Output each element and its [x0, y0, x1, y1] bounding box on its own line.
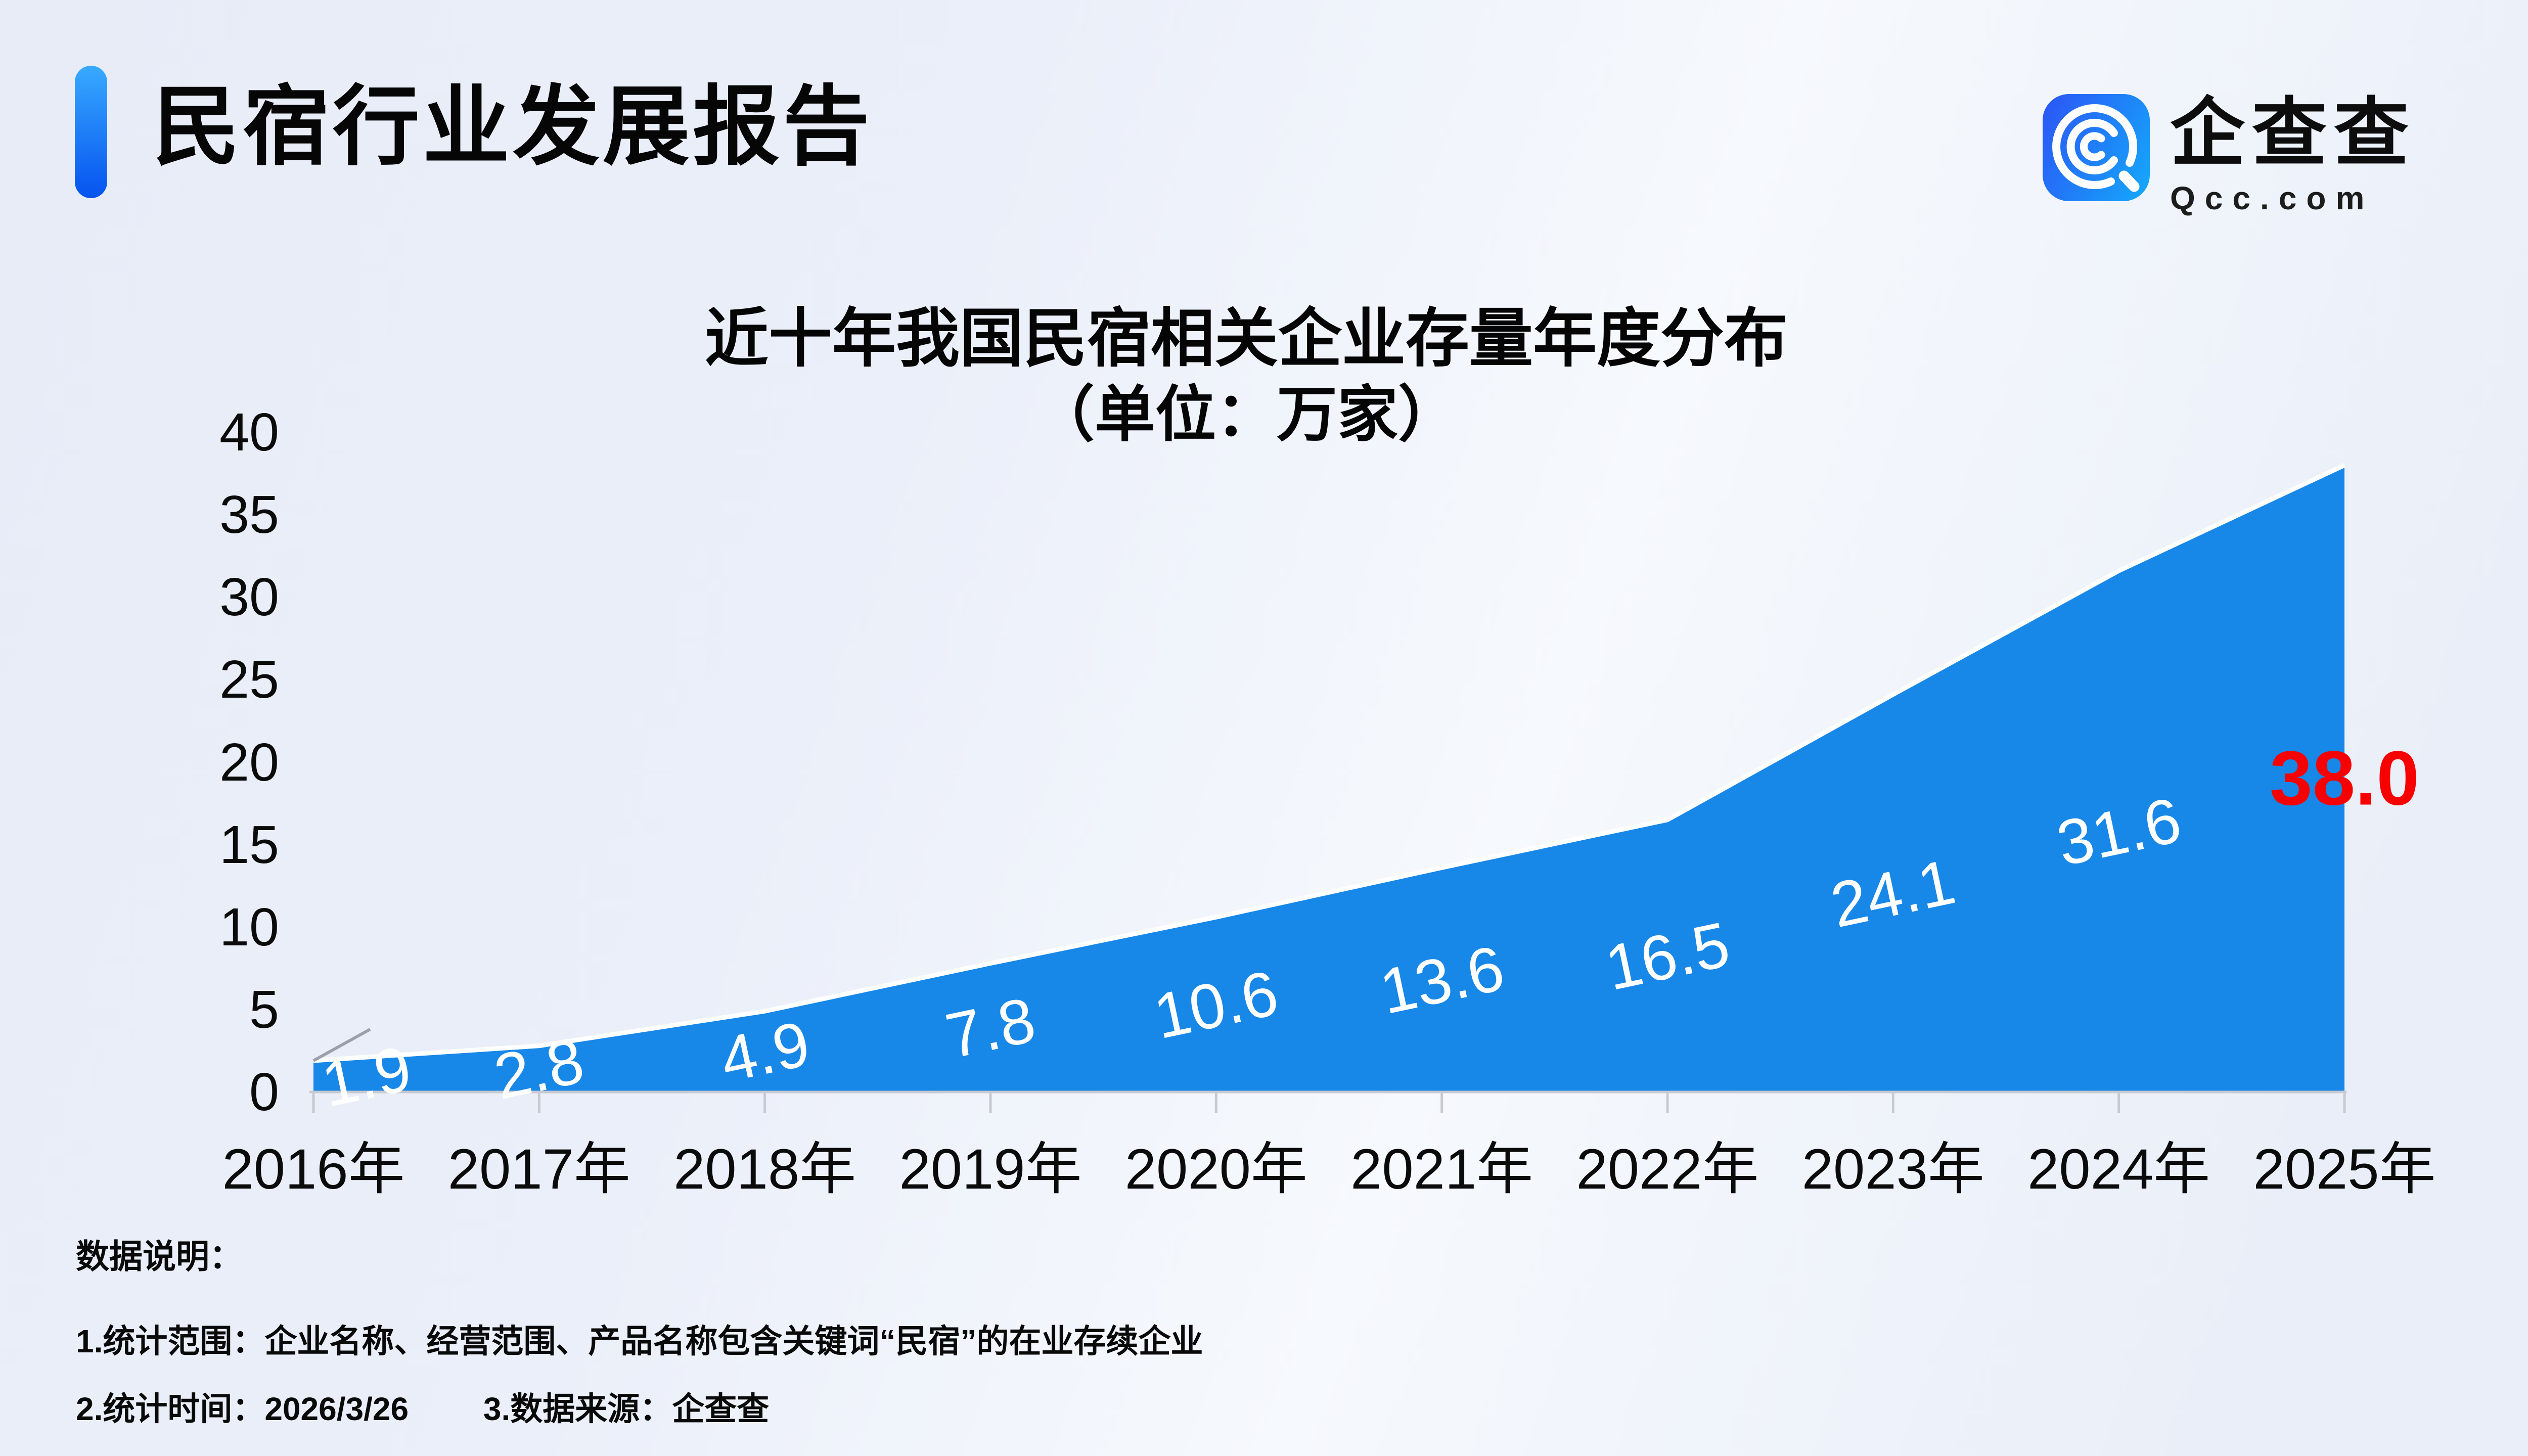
qcc-logo: 企查查 Qcc.com: [2043, 94, 2416, 217]
x-axis-label: 2021年: [1350, 1138, 1533, 1201]
logo-brand-name: 企查查: [2170, 92, 2416, 175]
note-statistics-scope: 1.统计范围：企业名称、经营范围、产品名称包含关键词“民宿”的在业存续企业: [76, 1323, 1203, 1359]
x-axis-label: 2025年: [2253, 1138, 2436, 1201]
y-axis-label: 20: [219, 732, 279, 792]
note-statistics-time: 2.统计时间：2026/3/26: [76, 1391, 409, 1427]
y-axis-label: 30: [219, 567, 279, 627]
area-series-line: [313, 463, 2345, 1063]
y-axis-label: 0: [249, 1062, 279, 1122]
y-axis-label: 35: [219, 485, 279, 545]
area-series-fill: [313, 465, 2344, 1092]
y-axis-label: 25: [219, 650, 279, 710]
qcc-logo-icon: [2043, 94, 2150, 201]
x-axis-label: 2016年: [222, 1138, 405, 1201]
x-axis-label: 2020年: [1124, 1138, 1307, 1201]
note-data-source: 3.数据来源：企查查: [483, 1391, 770, 1427]
value-label-latest: 38.0: [2270, 735, 2419, 822]
y-axis-label: 10: [219, 897, 279, 957]
x-axis-label: 2024年: [2027, 1138, 2210, 1201]
notes-heading: 数据说明：: [76, 1238, 243, 1275]
first-point-leader-line: [312, 1028, 371, 1062]
chart-title: 近十年我国民宿相关企业存量年度分布: [705, 303, 1788, 374]
x-axis-label: 2019年: [899, 1138, 1082, 1201]
logo-domain: Qcc.com: [2170, 180, 2374, 217]
x-axis-ticks: [312, 1092, 2346, 1113]
x-axis-label: 2018年: [673, 1138, 856, 1201]
x-axis-label: 2023年: [1801, 1138, 1984, 1201]
x-axis-label: 2022年: [1576, 1138, 1759, 1201]
chart-subtitle: （单位：万家）: [1034, 381, 1459, 448]
note-line-2: 2.统计时间：2026/3/26 3.数据来源：企查查: [76, 1383, 769, 1430]
x-axis-label: 2017年: [447, 1138, 630, 1201]
y-axis-label: 5: [249, 979, 279, 1039]
page-title: 民宿行业发展报告: [153, 78, 873, 175]
qcc-logo-text: 企查查 Qcc.com: [2170, 94, 2416, 217]
y-axis-label: 15: [219, 814, 279, 875]
data-notes: 数据说明： 1.统计范围：企业名称、经营范围、产品名称包含关键词“民宿”的在业存…: [76, 1230, 1203, 1427]
title-accent-bar: [75, 66, 107, 198]
y-axis-label: 40: [219, 402, 279, 462]
